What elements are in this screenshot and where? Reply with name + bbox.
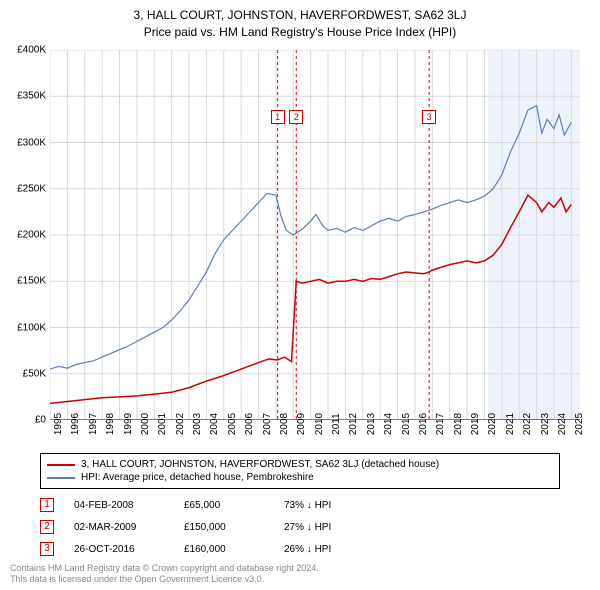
event-marker-icon: 3: [40, 542, 54, 556]
event-price: £160,000: [184, 544, 264, 555]
event-date: 04-FEB-2008: [74, 500, 164, 511]
legend-item-property: 3, HALL COURT, JOHNSTON, HAVERFORDWEST, …: [47, 458, 553, 471]
legend-label: 3, HALL COURT, JOHNSTON, HAVERFORDWEST, …: [81, 459, 439, 470]
y-axis-label: £100K: [17, 322, 46, 333]
x-axis-label: 2021: [505, 413, 516, 435]
y-axis-label: £250K: [17, 183, 46, 194]
chart-marker-2: 2: [289, 110, 303, 124]
event-date: 02-MAR-2009: [74, 522, 164, 533]
x-axis-label: 1996: [70, 413, 81, 435]
event-date: 26-OCT-2016: [74, 544, 164, 555]
y-axis-label: £300K: [17, 137, 46, 148]
y-axis-label: £50K: [23, 368, 46, 379]
event-row: 2 02-MAR-2009 £150,000 27% ↓ HPI: [40, 516, 384, 538]
event-marker-icon: 1: [40, 498, 54, 512]
x-axis-label: 2006: [244, 413, 255, 435]
event-row: 3 26-OCT-2016 £160,000 26% ↓ HPI: [40, 538, 384, 560]
y-axis-label: £0: [35, 415, 46, 426]
legend-box: 3, HALL COURT, JOHNSTON, HAVERFORDWEST, …: [40, 453, 560, 489]
event-row: 1 04-FEB-2008 £65,000 73% ↓ HPI: [40, 494, 384, 516]
chart-title-sub: Price paid vs. HM Land Registry's House …: [0, 22, 600, 39]
x-axis-label: 2022: [522, 413, 533, 435]
event-pct: 27% ↓ HPI: [284, 522, 384, 533]
chart-svg: [50, 50, 580, 420]
event-pct: 26% ↓ HPI: [284, 544, 384, 555]
x-axis-label: 2013: [366, 413, 377, 435]
footer-line: This data is licensed under the Open Gov…: [10, 574, 319, 586]
x-axis-label: 2000: [140, 413, 151, 435]
x-axis-label: 1999: [123, 413, 134, 435]
x-axis-label: 2009: [296, 413, 307, 435]
footer-line: Contains HM Land Registry data © Crown c…: [10, 563, 319, 575]
y-axis-label: £350K: [17, 91, 46, 102]
chart-area: £0£50K£100K£150K£200K£250K£300K£350K£400…: [50, 50, 580, 420]
x-axis-label: 2003: [192, 413, 203, 435]
chart-marker-3: 3: [422, 110, 436, 124]
chart-marker-1: 1: [271, 110, 285, 124]
x-axis-label: 2015: [401, 413, 412, 435]
y-axis-label: £150K: [17, 276, 46, 287]
y-axis-label: £200K: [17, 230, 46, 241]
x-axis-label: 2005: [227, 413, 238, 435]
chart-title-main: 3, HALL COURT, JOHNSTON, HAVERFORDWEST, …: [0, 0, 600, 22]
x-axis-label: 2002: [175, 413, 186, 435]
legend-item-hpi: HPI: Average price, detached house, Pemb…: [47, 471, 553, 484]
events-table: 1 04-FEB-2008 £65,000 73% ↓ HPI 2 02-MAR-2009…: [40, 494, 384, 560]
x-axis-label: 2020: [487, 413, 498, 435]
x-axis-label: 2007: [262, 413, 273, 435]
x-axis-label: 2017: [435, 413, 446, 435]
y-axis-label: £400K: [17, 45, 46, 56]
x-axis-label: 2019: [470, 413, 481, 435]
x-axis-label: 2025: [574, 413, 585, 435]
legend-swatch: [47, 477, 75, 479]
event-price: £150,000: [184, 522, 264, 533]
x-axis-label: 2023: [540, 413, 551, 435]
x-axis-label: 2014: [383, 413, 394, 435]
footer-attribution: Contains HM Land Registry data © Crown c…: [10, 563, 319, 586]
x-axis-label: 2016: [418, 413, 429, 435]
x-axis-label: 2024: [557, 413, 568, 435]
x-axis-label: 2011: [331, 413, 342, 435]
x-axis-label: 2012: [348, 413, 359, 435]
x-axis-label: 2010: [314, 413, 325, 435]
x-axis-label: 2001: [157, 413, 168, 435]
x-axis-label: 1995: [53, 413, 64, 435]
x-axis-label: 2018: [453, 413, 464, 435]
legend-label: HPI: Average price, detached house, Pemb…: [81, 472, 314, 483]
event-price: £65,000: [184, 500, 264, 511]
event-marker-icon: 2: [40, 520, 54, 534]
legend-swatch: [47, 464, 75, 466]
x-axis-label: 1997: [88, 413, 99, 435]
event-pct: 73% ↓ HPI: [284, 500, 384, 511]
x-axis-label: 2004: [209, 413, 220, 435]
x-axis-label: 2008: [279, 413, 290, 435]
x-axis-label: 1998: [105, 413, 116, 435]
